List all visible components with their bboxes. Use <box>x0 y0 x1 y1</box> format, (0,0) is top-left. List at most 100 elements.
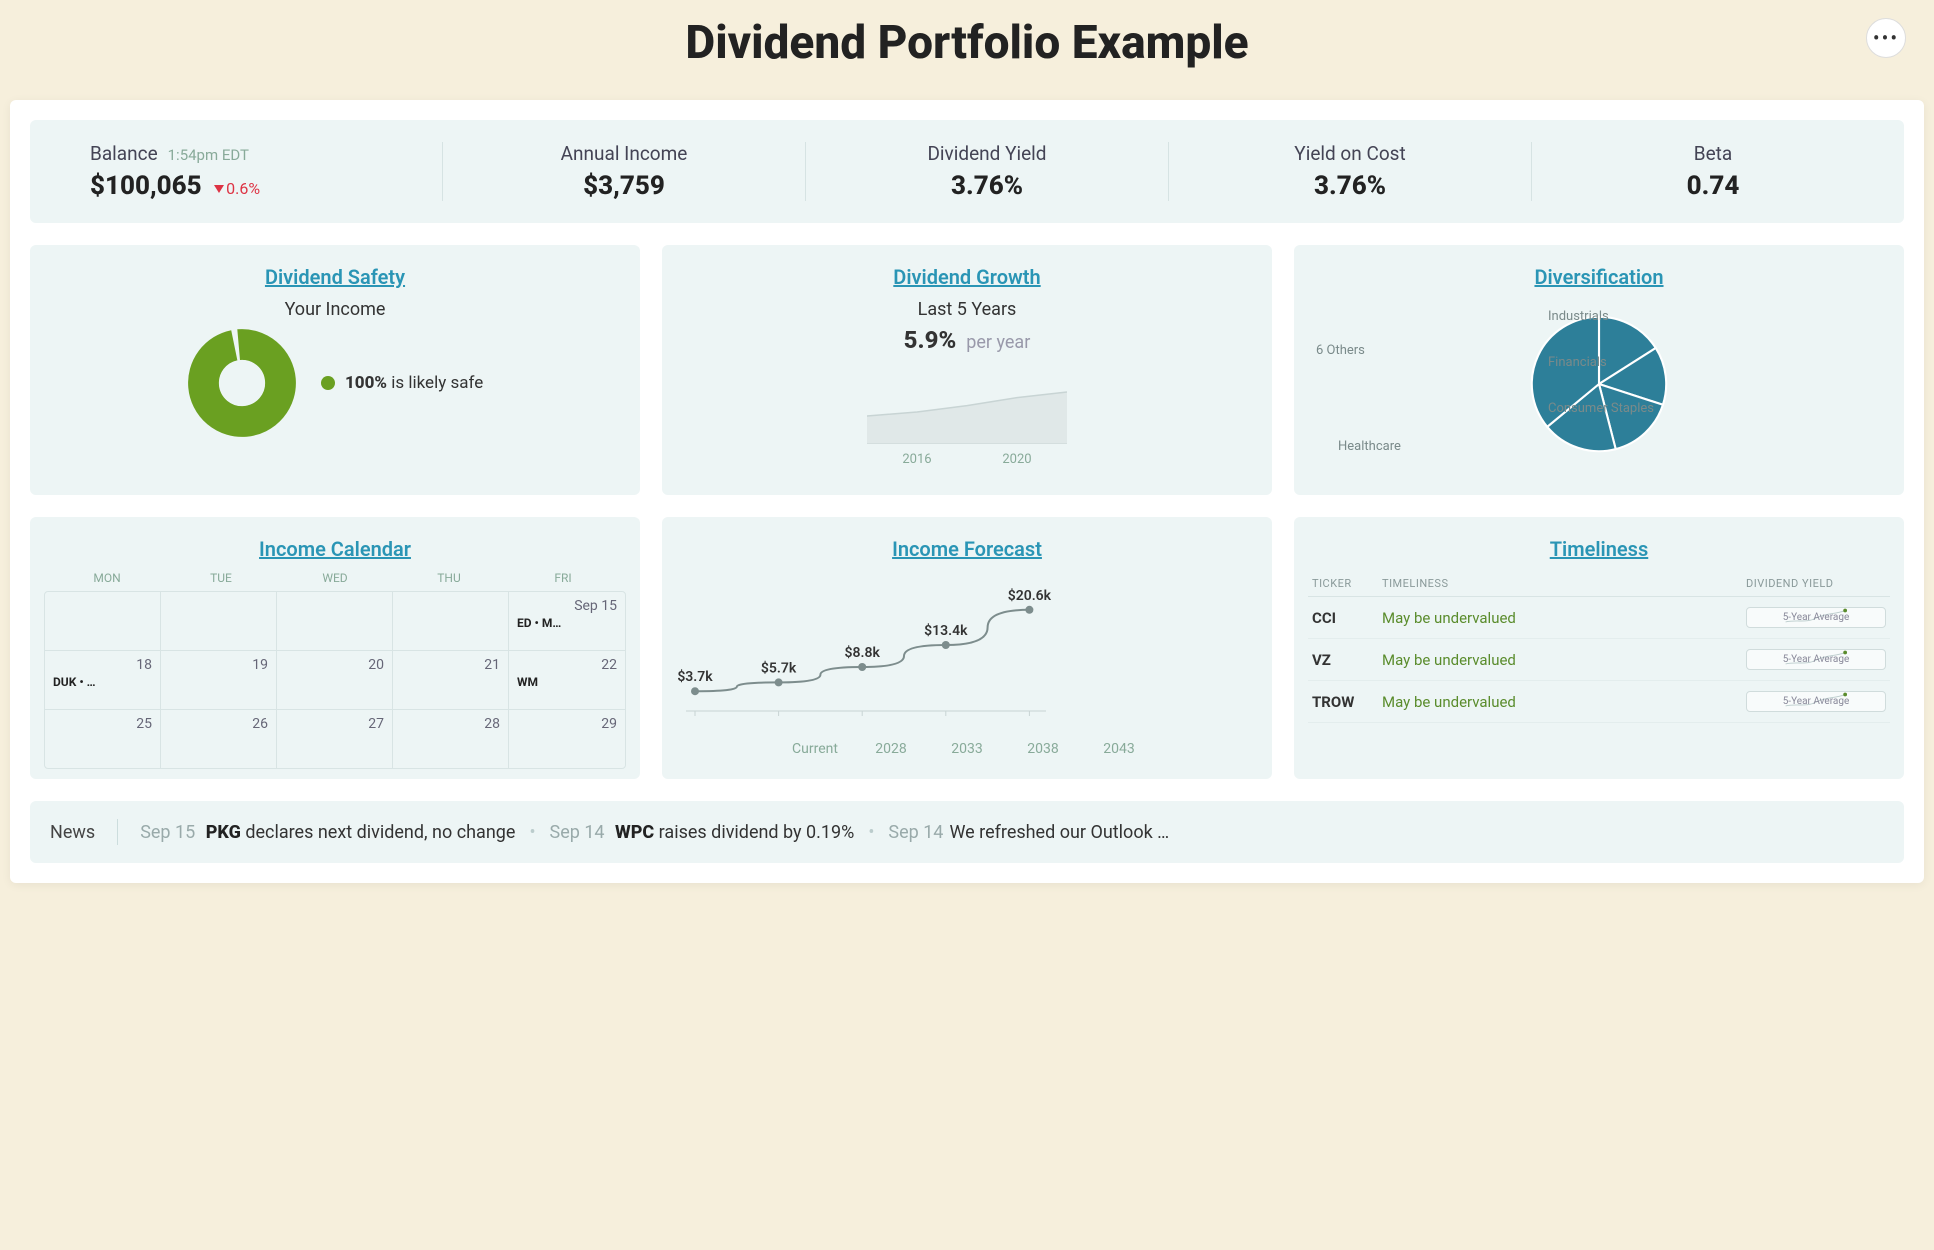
calendar-cell[interactable] <box>45 592 161 650</box>
svg-text:$8.8k: $8.8k <box>845 644 881 661</box>
balance-value: $100,065 <box>90 171 202 201</box>
calendar-event: WM <box>517 675 617 689</box>
growth-subtitle: Last 5 Years <box>676 299 1258 320</box>
calendar-day-header: MON <box>50 571 164 585</box>
summary-beta: Beta 0.74 <box>1532 142 1894 201</box>
timeliness-table-head: TICKERTIMELINESSDIVIDEND YIELD <box>1308 571 1890 597</box>
calendar-cell[interactable] <box>161 592 277 650</box>
timeliness-row[interactable]: VZMay be undervalued5-Year Average <box>1308 639 1890 681</box>
growth-value: 5.9% <box>904 326 957 354</box>
timeliness-col-header: DIVIDEND YIELD <box>1746 577 1886 590</box>
more-icon: ••• <box>1873 26 1899 50</box>
safety-legend: 100% is likely safe <box>321 373 483 393</box>
growth-per-year: per year <box>966 332 1030 353</box>
calendar-cell[interactable] <box>277 592 393 650</box>
timeliness-sparkline: 5-Year Average <box>1746 691 1886 712</box>
timeliness-row[interactable]: CCIMay be undervalued5-Year Average <box>1308 597 1890 639</box>
news-item[interactable]: Sep 15 PKG declares next dividend, no ch… <box>140 822 515 843</box>
forecast-line-chart: $3.7k $5.7k $8.8k $13.4k $20.6k <box>676 581 1056 731</box>
summary-strip: Balance 1:54pm EDT $100,065 0.6% Annual … <box>30 120 1904 223</box>
timeliness-status: May be undervalued <box>1382 609 1746 627</box>
calendar-cell[interactable]: 27 <box>277 710 393 768</box>
timeliness-status: May be undervalued <box>1382 693 1746 711</box>
svg-text:$5.7k: $5.7k <box>761 659 797 676</box>
timeliness-col-header: TICKER <box>1312 577 1382 590</box>
timeliness-link[interactable]: Timeliness <box>1550 537 1649 561</box>
calendar-cell[interactable]: 18DUK • … <box>45 651 161 709</box>
forecast-xticks: Current2028203320382043 <box>777 741 1157 757</box>
timeliness-ticker: VZ <box>1312 651 1382 669</box>
news-item[interactable]: Sep 14We refreshed our Outlook … <box>888 822 1169 843</box>
card-income-calendar: Income Calendar MONTUEWEDTHUFRI Sep 15ED… <box>30 517 640 779</box>
news-label: News <box>50 822 95 843</box>
timeliness-status: May be undervalued <box>1382 651 1746 669</box>
balance-time: 1:54pm EDT <box>168 146 249 164</box>
news-strip: News Sep 15 PKG declares next dividend, … <box>30 801 1904 863</box>
summary-dividend-yield: Dividend Yield 3.76% <box>806 142 1169 201</box>
calendar-day-header: THU <box>392 571 506 585</box>
timeliness-ticker: TROW <box>1312 693 1382 711</box>
pie-slice-label: Consumer Staples <box>1548 401 1654 416</box>
calendar-cell[interactable] <box>393 592 509 650</box>
news-item[interactable]: Sep 14 WPC raises dividend by 0.19% <box>550 822 855 843</box>
summary-yield-on-cost: Yield on Cost 3.76% <box>1169 142 1532 201</box>
safety-donut-chart <box>187 328 297 438</box>
page-title: Dividend Portfolio Example <box>685 16 1248 70</box>
more-menu-button[interactable]: ••• <box>1866 18 1906 58</box>
timeliness-ticker: CCI <box>1312 609 1382 627</box>
pie-slice-label: Industrials <box>1548 309 1609 324</box>
timeliness-col-header: TIMELINESS <box>1382 577 1746 590</box>
card-diversification: Diversification Industrials Financials Con… <box>1294 245 1904 495</box>
legend-dot-icon <box>321 376 335 390</box>
growth-area-chart <box>867 364 1067 444</box>
safety-subtitle: Your Income <box>285 299 386 320</box>
balance-label: Balance <box>90 142 158 165</box>
income-calendar-link[interactable]: Income Calendar <box>259 537 411 561</box>
diversification-link[interactable]: Diversification <box>1534 265 1663 289</box>
calendar-body: Sep 15ED • M…18DUK • …19202122WM25262728… <box>44 591 626 769</box>
calendar-cell[interactable]: 19 <box>161 651 277 709</box>
summary-annual-income: Annual Income $3,759 <box>443 142 806 201</box>
card-income-forecast: Income Forecast $3.7k $5.7k $8.8k $13.4k $20… <box>662 517 1272 779</box>
dividend-growth-link[interactable]: Dividend Growth <box>893 265 1040 289</box>
pie-slice-label: Financials <box>1548 355 1607 370</box>
calendar-cell[interactable]: 28 <box>393 710 509 768</box>
svg-text:$20.6k: $20.6k <box>1008 587 1052 604</box>
calendar-cell[interactable]: 20 <box>277 651 393 709</box>
calendar-cell[interactable]: 22WM <box>509 651 625 709</box>
income-forecast-link[interactable]: Income Forecast <box>892 537 1042 561</box>
pie-slice-label: Healthcare <box>1338 439 1401 454</box>
calendar-day-header: WED <box>278 571 392 585</box>
diversification-pie-chart: Industrials Financials Consumer Staples Hea… <box>1308 299 1890 469</box>
calendar-cell[interactable]: 26 <box>161 710 277 768</box>
card-timeliness: Timeliness TICKERTIMELINESSDIVIDEND YIEL… <box>1294 517 1904 779</box>
svg-text:$13.4k: $13.4k <box>924 622 968 639</box>
news-separator: • <box>529 822 535 843</box>
news-separator: • <box>868 822 874 843</box>
calendar-cell[interactable]: 21 <box>393 651 509 709</box>
growth-xticks: 20162020 <box>867 452 1067 467</box>
dashboard: Balance 1:54pm EDT $100,065 0.6% Annual … <box>10 100 1924 883</box>
dividend-safety-link[interactable]: Dividend Safety <box>265 265 405 289</box>
news-divider <box>117 819 118 845</box>
calendar-row: 2526272829 <box>45 709 625 768</box>
timeliness-row[interactable]: TROWMay be undervalued5-Year Average <box>1308 681 1890 723</box>
timeliness-sparkline: 5-Year Average <box>1746 607 1886 628</box>
calendar-cell[interactable]: Sep 15ED • M… <box>509 592 625 650</box>
svg-text:$3.7k: $3.7k <box>677 668 713 685</box>
balance-delta: 0.6% <box>214 179 260 198</box>
calendar-cell[interactable]: 29 <box>509 710 625 768</box>
timeliness-sparkline: 5-Year Average <box>1746 649 1886 670</box>
down-triangle-icon <box>214 185 224 193</box>
timeliness-table-body: CCIMay be undervalued5-Year AverageVZMay… <box>1308 597 1890 723</box>
calendar-day-header: FRI <box>506 571 620 585</box>
summary-balance: Balance 1:54pm EDT $100,065 0.6% <box>40 142 443 201</box>
pie-slice-label: 6 Others <box>1316 343 1365 358</box>
calendar-event: DUK • … <box>53 675 152 689</box>
calendar-day-header: TUE <box>164 571 278 585</box>
calendar-head-row: MONTUEWEDTHUFRI <box>44 571 626 585</box>
card-dividend-growth: Dividend Growth Last 5 Years 5.9% per ye… <box>662 245 1272 495</box>
card-dividend-safety: Dividend Safety Your Income 100% is like… <box>30 245 640 495</box>
calendar-event: ED • M… <box>517 616 617 630</box>
calendar-cell[interactable]: 25 <box>45 710 161 768</box>
